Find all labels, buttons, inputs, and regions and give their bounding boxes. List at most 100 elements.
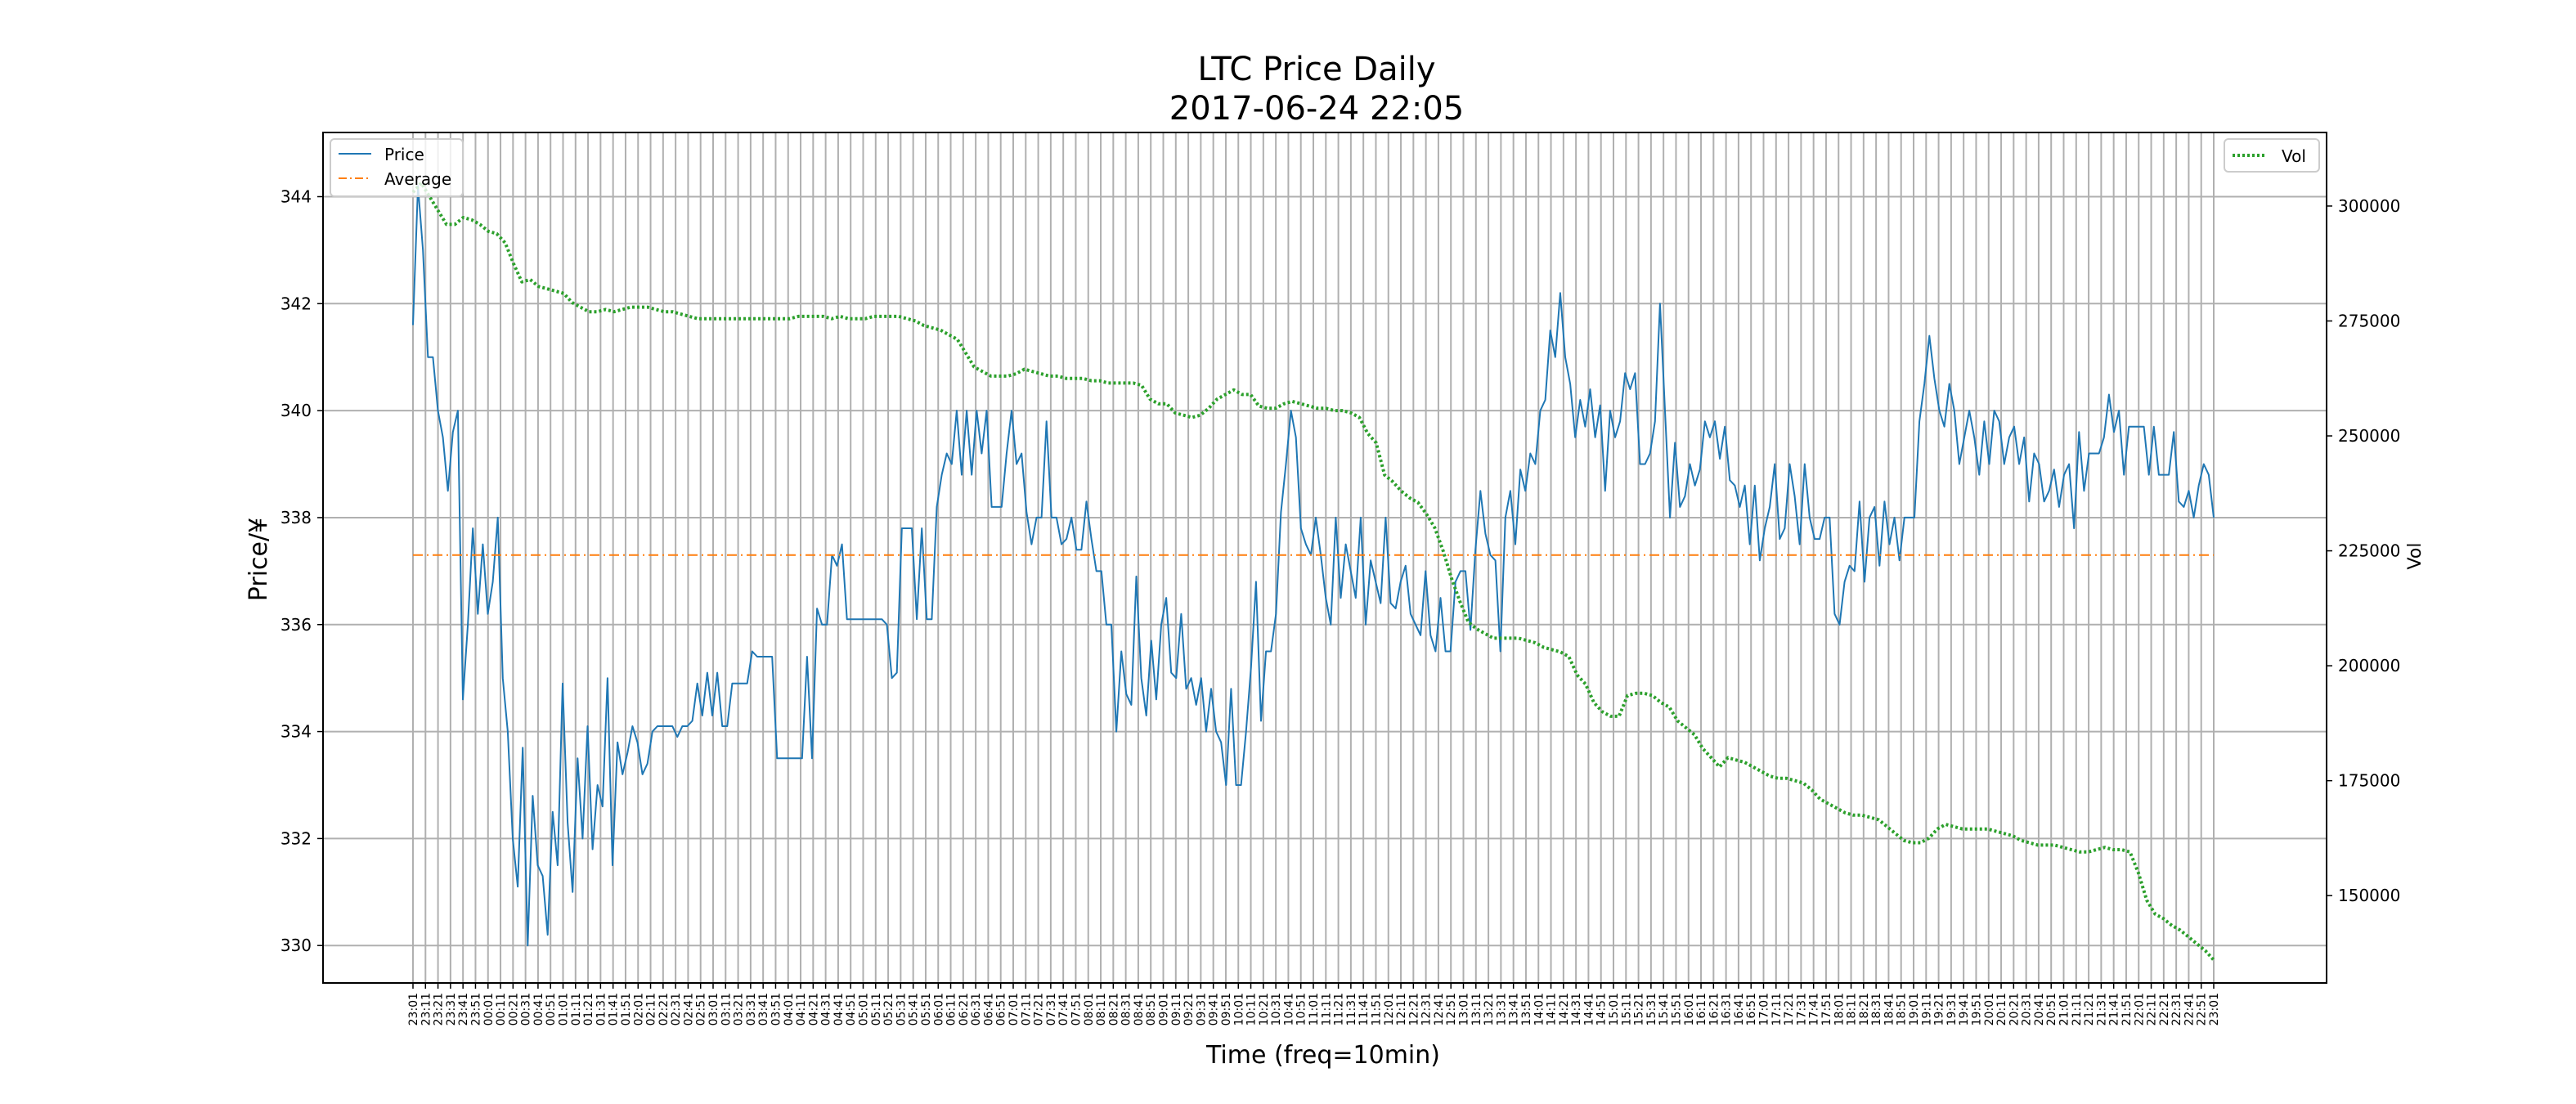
- x-tick-label: 07:41: [1057, 993, 1070, 1025]
- vertical-gridlines: [412, 132, 2215, 983]
- series-price-line: [412, 185, 2215, 947]
- x-tick-label: 01:51: [620, 993, 633, 1025]
- x-tick-label: 11:41: [1358, 993, 1371, 1025]
- x-tick-label: 11:01: [1308, 993, 1321, 1025]
- x-tick-label: 12:21: [1407, 993, 1420, 1025]
- x-tick-label: 23:01: [2208, 993, 2221, 1025]
- x-tick-label: 14:01: [1533, 993, 1546, 1025]
- x-tick-label: 22:51: [2196, 993, 2209, 1025]
- x-tick-label: 06:11: [945, 993, 958, 1025]
- x-tick-label: 02:31: [670, 993, 683, 1025]
- x-tick-label: 03:21: [733, 993, 746, 1025]
- x-tick-label: 19:31: [1945, 993, 1959, 1025]
- x-tick-label: 04:11: [795, 993, 808, 1025]
- x-tick-label: 15:01: [1608, 993, 1621, 1025]
- x-tick-label: 09:21: [1183, 993, 1196, 1025]
- x-tick-label: 20:41: [2033, 993, 2046, 1025]
- x-tick-label: 13:11: [1470, 993, 1483, 1025]
- x-tick-label: 00:41: [532, 993, 545, 1025]
- x-tick-label: 00:01: [482, 993, 496, 1025]
- x-tick-label: 11:21: [1333, 993, 1346, 1025]
- right-axis-ticks: 150000 175000 200000 225000 250000 275000 3000…: [2327, 196, 2400, 905]
- plot-frame: [322, 132, 2327, 984]
- x-tick-label: 03:31: [745, 993, 758, 1025]
- left-axis-ticks: 330 332 334 336 338 340 342 344: [280, 186, 323, 955]
- x-tick-label: 21:41: [2108, 993, 2121, 1025]
- y-tick-label: 342: [280, 294, 312, 313]
- x-tick-label: 10:01: [1232, 993, 1245, 1025]
- x-tick-label: 14:11: [1546, 993, 1559, 1025]
- x-tick-label: 19:11: [1920, 993, 1933, 1025]
- x-tick-label: 00:51: [545, 993, 558, 1025]
- x-tick-label: 02:21: [657, 993, 671, 1025]
- x-tick-label: 23:21: [433, 993, 446, 1025]
- x-axis-ticks: 23:01 23:11 23:21 23:31 23:41 23:51 00:01 00:11…: [407, 983, 2221, 1025]
- x-tick-label: 20:01: [1983, 993, 1996, 1025]
- x-tick-label: 12:11: [1395, 993, 1408, 1025]
- y2-tick-label: 250000: [2338, 426, 2400, 446]
- x-tick-label: 02:51: [695, 993, 708, 1025]
- x-tick-label: 02:01: [632, 993, 645, 1025]
- x-tick-label: 05:21: [882, 993, 895, 1025]
- y2-tick-label: 275000: [2338, 311, 2400, 330]
- y-tick-label: 338: [280, 508, 312, 527]
- x-tick-label: 21:21: [2083, 993, 2096, 1025]
- x-tick-label: 03:51: [770, 993, 783, 1025]
- x-tick-label: 15:31: [1645, 993, 1658, 1025]
- x-tick-label: 20:31: [2021, 993, 2034, 1025]
- x-tick-label: 04:21: [807, 993, 820, 1025]
- x-tick-label: 14:51: [1595, 993, 1609, 1025]
- x-tick-label: 15:21: [1633, 993, 1646, 1025]
- x-tick-label: 23:51: [469, 993, 482, 1025]
- x-tick-label: 18:41: [1883, 993, 1896, 1025]
- x-tick-label: 21:51: [2120, 993, 2134, 1025]
- x-tick-label: 17:31: [1795, 993, 1808, 1025]
- x-tick-label: 22:31: [2170, 993, 2183, 1025]
- x-tick-label: 01:11: [570, 993, 583, 1025]
- x-tick-label: 15:11: [1620, 993, 1633, 1025]
- x-tick-label: 13:01: [1458, 993, 1471, 1025]
- legend-right-box: [2224, 138, 2320, 173]
- x-tick-label: 00:21: [507, 993, 520, 1025]
- x-tick-label: 07:21: [1033, 993, 1046, 1025]
- x-tick-label: 12:51: [1445, 993, 1458, 1025]
- x-tick-label: 17:21: [1783, 993, 1796, 1025]
- x-tick-label: 03:11: [720, 993, 733, 1025]
- x-tick-label: 21:11: [2071, 993, 2084, 1025]
- chart-subtitle: 2017-06-24 22:05: [1169, 90, 1464, 128]
- x-tick-label: 22:41: [2183, 993, 2196, 1025]
- x-tick-label: 10:21: [1258, 993, 1271, 1025]
- x-tick-label: 07:51: [1070, 993, 1083, 1025]
- x-tick-label: 17:01: [1758, 993, 1771, 1025]
- x-tick-label: 06:01: [932, 993, 945, 1025]
- y2-tick-label: 150000: [2338, 886, 2400, 905]
- x-tick-label: 10:11: [1245, 993, 1259, 1025]
- x-tick-label: 16:51: [1745, 993, 1758, 1025]
- x-tick-label: 20:11: [1995, 993, 2008, 1025]
- y2-axis-label: Vol: [2405, 543, 2426, 570]
- x-tick-label: 02:11: [645, 993, 658, 1025]
- x-tick-label: 07:11: [1020, 993, 1033, 1025]
- x-tick-label: 12:41: [1433, 993, 1446, 1025]
- horizontal-gridlines: [323, 195, 2327, 947]
- x-tick-label: 17:11: [1770, 993, 1784, 1025]
- legend-vol-label: Vol: [2282, 146, 2306, 166]
- x-tick-label: 00:11: [495, 993, 508, 1025]
- x-tick-label: 18:01: [1833, 993, 1846, 1025]
- x-tick-label: 17:51: [1820, 993, 1833, 1025]
- x-tick-label: 19:21: [1933, 993, 1946, 1025]
- x-tick-label: 10:31: [1270, 993, 1283, 1025]
- x-tick-label: 15:51: [1670, 993, 1683, 1025]
- x-tick-label: 00:31: [520, 993, 533, 1025]
- x-tick-label: 09:01: [1158, 993, 1171, 1025]
- series-layer: [411, 181, 2215, 962]
- x-tick-label: 12:01: [1383, 993, 1396, 1025]
- x-tick-label: 17:41: [1808, 993, 1821, 1025]
- x-tick-label: 19:51: [1970, 993, 1983, 1025]
- y2-tick-label: 300000: [2338, 196, 2400, 216]
- x-tick-label: 10:51: [1295, 993, 1308, 1025]
- x-tick-label: 20:51: [2045, 993, 2058, 1025]
- y2-tick-label: 225000: [2338, 541, 2400, 561]
- legend-price-label: Price: [384, 145, 424, 164]
- x-tick-label: 04:31: [820, 993, 833, 1025]
